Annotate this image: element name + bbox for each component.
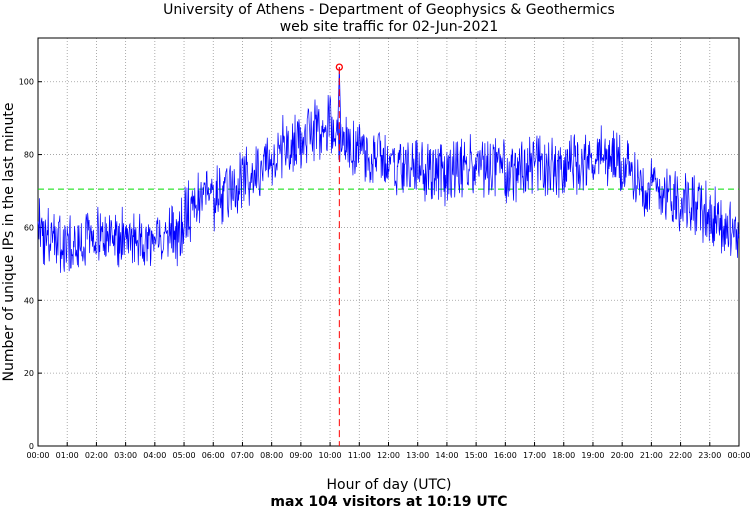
x-tick-label: 04:00 [143,451,166,460]
max-visitors-label: max 104 visitors at 10:19 UTC [270,494,507,510]
x-tick-label: 13:00 [406,451,429,460]
grid-lines [38,38,739,446]
x-tick-label: 09:00 [289,451,312,460]
y-axis-label: Number of unique IPs in the last minute [1,103,17,382]
max-point-marker [335,63,343,71]
x-tick-label: 05:00 [173,451,196,460]
x-axis-ticks: 00:00 01:00 02:00 03:00 04:00 05:00 06:00 07:00… [26,442,750,460]
x-tick-label: 15:00 [465,451,488,460]
chart-title: University of Athens - Department of Geo… [163,2,615,18]
x-axis-label: Hour of day (UTC) [327,477,452,493]
x-tick-label: 22:00 [669,451,692,460]
x-tick-label: 08:00 [260,451,283,460]
y-tick-label: 80 [24,151,34,160]
y-tick-label: 40 [24,296,34,305]
x-tick-label: 21:00 [640,451,663,460]
x-tick-label: 00:00 [26,451,49,460]
x-tick-label: 10:00 [319,451,342,460]
x-tick-label: 12:00 [377,451,400,460]
x-tick-label: 19:00 [581,451,604,460]
series-line-traffic [37,95,740,273]
chart-subtitle: web site traffic for 02-Jun-2021 [280,19,499,35]
x-tick-label: 00:00 [727,451,750,460]
x-tick-label: 11:00 [348,451,371,460]
x-tick-label: 03:00 [114,451,137,460]
x-tick-label: 16:00 [494,451,517,460]
x-tick-label: 23:00 [698,451,721,460]
x-tick-label: 02:00 [85,451,108,460]
x-tick-label: 06:00 [202,451,225,460]
y-tick-label: 60 [24,223,34,232]
x-tick-label: 01:00 [56,451,79,460]
x-tick-label: 20:00 [611,451,634,460]
x-tick-label: 14:00 [435,451,458,460]
x-tick-label: 07:00 [231,451,254,460]
y-tick-label: 0 [29,442,34,451]
y-tick-label: 100 [19,78,34,87]
x-tick-label: 17:00 [523,451,546,460]
y-axis-ticks: 0 20 40 60 80 100 [19,78,42,451]
x-tick-label: 18:00 [552,451,575,460]
y-tick-label: 20 [24,369,34,378]
